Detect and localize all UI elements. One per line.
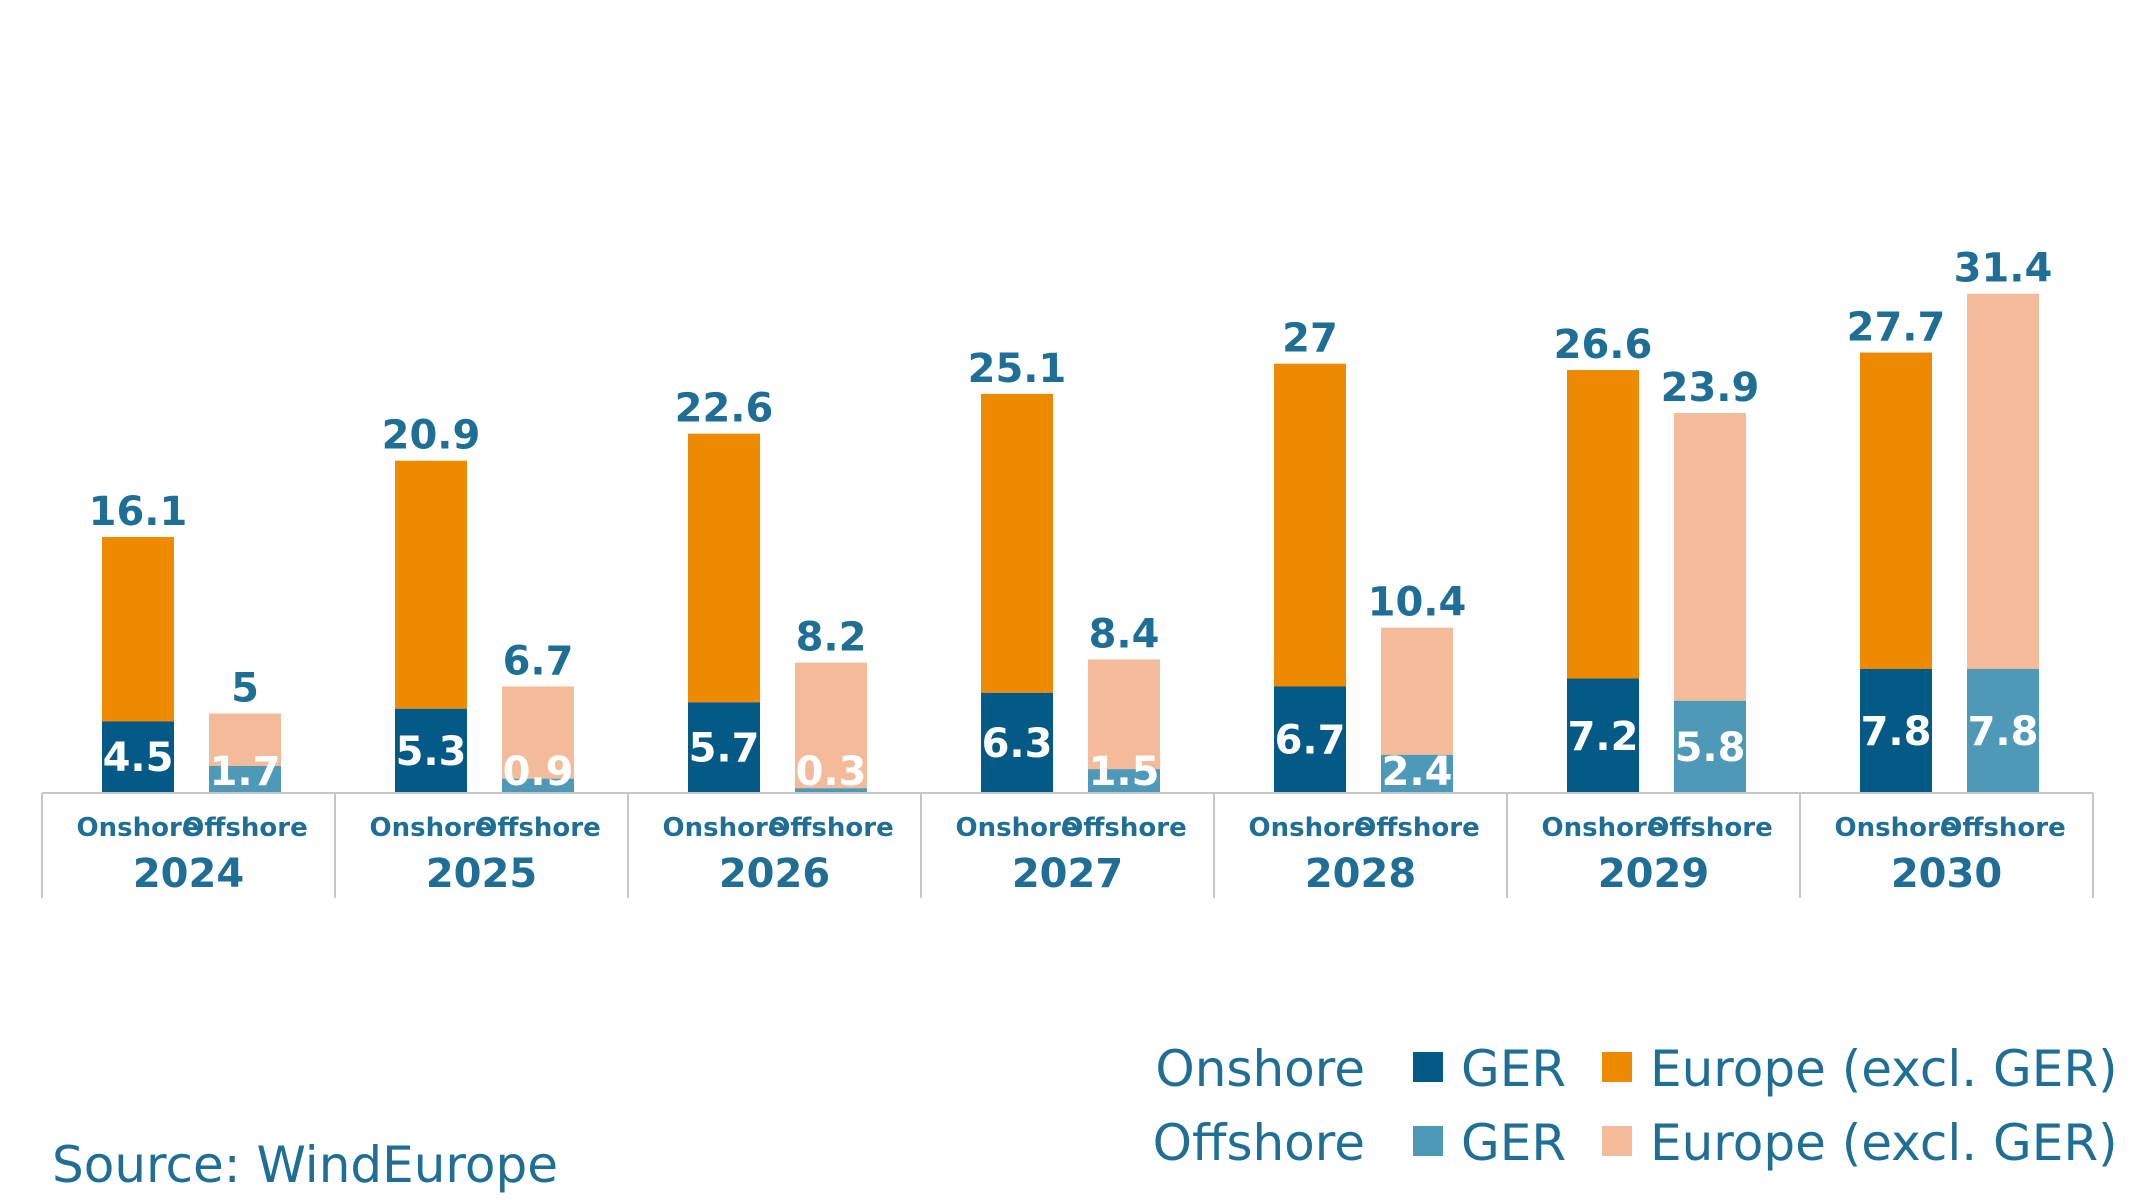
legend-label-onshore-ger: GER [1461, 1040, 1566, 1098]
onshore-axis-label-2029: Onshore [1542, 813, 1665, 843]
onshore-ger-bar-2028 [1274, 686, 1346, 793]
legend-label-onshore-europe-excl-ger: Europe (excl. GER) [1650, 1040, 2118, 1098]
offshore-total-label-2030: 31.4 [1954, 246, 2053, 292]
legend-row-label-onshore: Onshore [1155, 1040, 1365, 1098]
onshore-total-label-2024: 16.1 [89, 489, 188, 535]
onshore-total-label-2026: 22.6 [675, 386, 774, 432]
legend-label-offshore-europe-excl-ger: Europe (excl. GER) [1650, 1114, 2118, 1172]
year-label-2024: 2024 [133, 851, 244, 897]
offshore-ger-bar-2027 [1088, 769, 1160, 793]
onshore-axis-label-2025: Onshore [370, 813, 493, 843]
onshore-total-label-2028: 27 [1282, 316, 1338, 362]
onshore-europe-bar-2024 [102, 537, 174, 722]
onshore-axis-label-2030: Onshore [1835, 813, 1958, 843]
onshore-axis-label-2027: Onshore [956, 813, 1079, 843]
year-label-2030: 2030 [1891, 851, 2002, 897]
onshore-ger-bar-2025 [395, 708, 467, 793]
onshore-ger-label-2026: 5.7 [689, 726, 760, 772]
offshore-ger-label-2030: 7.8 [1968, 709, 2039, 755]
offshore-ger-bar-2024 [209, 765, 281, 793]
onshore-total-label-2025: 20.9 [382, 413, 481, 459]
onshore-ger-bar-2029 [1567, 678, 1639, 793]
offshore-total-label-2024: 5 [231, 666, 259, 712]
offshore-europe-bar-2025 [502, 686, 574, 779]
offshore-ger-bar-2026 [795, 788, 867, 793]
onshore-ger-bar-2027 [981, 692, 1053, 793]
offshore-ger-label-2029: 5.8 [1675, 725, 1746, 771]
offshore-axis-label-2029: Offshore [1647, 813, 1772, 843]
year-label-2027: 2027 [1012, 851, 1123, 897]
offshore-total-label-2029: 23.9 [1661, 365, 1760, 411]
onshore-ger-label-2030: 7.8 [1861, 709, 1932, 755]
offshore-europe-bar-2026 [795, 662, 867, 789]
legend-swatch-onshore-europe-excl-ger [1602, 1052, 1632, 1082]
offshore-europe-bar-2027 [1088, 659, 1160, 770]
offshore-ger-label-2025: 0.9 [503, 749, 574, 795]
offshore-axis-label-2027: Offshore [1061, 813, 1186, 843]
offshore-axis-label-2024: Offshore [182, 813, 307, 843]
onshore-europe-bar-2030 [1860, 352, 1932, 669]
offshore-europe-bar-2029 [1674, 412, 1746, 701]
year-label-2025: 2025 [426, 851, 537, 897]
offshore-ger-label-2026: 0.3 [796, 749, 867, 795]
onshore-ger-label-2024: 4.5 [103, 735, 174, 781]
offshore-axis-label-2026: Offshore [768, 813, 893, 843]
legend-label-offshore-ger: GER [1461, 1114, 1566, 1172]
legend: Onshore GER Europe (excl. GER) Offshore GER E… [1153, 1040, 2118, 1172]
offshore-total-label-2028: 10.4 [1368, 580, 1467, 626]
onshore-axis-label-2026: Onshore [663, 813, 786, 843]
onshore-ger-bar-2026 [688, 702, 760, 793]
offshore-europe-bar-2028 [1381, 627, 1453, 755]
year-label-2026: 2026 [719, 851, 830, 897]
onshore-europe-bar-2027 [981, 393, 1053, 693]
onshore-europe-bar-2025 [395, 460, 467, 709]
offshore-ger-bar-2030 [1967, 668, 2039, 793]
offshore-europe-bar-2024 [209, 713, 281, 766]
onshore-europe-bar-2026 [688, 433, 760, 703]
offshore-axis-label-2030: Offshore [1940, 813, 2065, 843]
onshore-ger-label-2028: 6.7 [1275, 718, 1346, 764]
onshore-total-label-2030: 27.7 [1847, 305, 1946, 351]
offshore-total-label-2026: 8.2 [796, 615, 867, 661]
source-note: Source: WindEurope [52, 1136, 558, 1194]
onshore-ger-bar-2024 [102, 721, 174, 793]
legend-row-label-offshore: Offshore [1153, 1114, 1365, 1172]
offshore-ger-bar-2029 [1674, 700, 1746, 793]
offshore-ger-label-2027: 1.5 [1089, 749, 1160, 795]
offshore-ger-label-2024: 1.7 [210, 749, 281, 795]
onshore-europe-bar-2028 [1274, 363, 1346, 687]
legend-swatch-offshore-ger [1413, 1126, 1443, 1156]
offshore-total-label-2025: 6.7 [503, 638, 574, 684]
offshore-europe-bar-2030 [1967, 293, 2039, 669]
onshore-ger-label-2025: 5.3 [396, 729, 467, 775]
year-label-2028: 2028 [1305, 851, 1416, 897]
year-label-2029: 2029 [1598, 851, 1709, 897]
onshore-ger-label-2027: 6.3 [982, 721, 1053, 767]
onshore-axis-label-2028: Onshore [1249, 813, 1372, 843]
offshore-ger-bar-2025 [502, 778, 574, 793]
onshore-ger-bar-2030 [1860, 668, 1932, 793]
onshore-total-label-2029: 26.6 [1554, 322, 1653, 368]
offshore-axis-label-2028: Offshore [1354, 813, 1479, 843]
onshore-total-label-2027: 25.1 [968, 346, 1067, 392]
category-axis: OnshoreOffshore2024OnshoreOffshore2025On… [41, 792, 2094, 898]
legend-swatch-onshore-ger [1413, 1052, 1443, 1082]
offshore-axis-label-2025: Offshore [475, 813, 600, 843]
offshore-ger-label-2028: 2.4 [1382, 749, 1453, 795]
offshore-total-label-2027: 8.4 [1089, 611, 1160, 657]
onshore-europe-bar-2029 [1567, 370, 1639, 679]
legend-swatch-offshore-europe-excl-ger [1602, 1126, 1632, 1156]
offshore-ger-bar-2028 [1381, 754, 1453, 793]
onshore-axis-label-2024: Onshore [77, 813, 200, 843]
bars-layer: 16.1 4.5 5 1.7 20.9 5.3 6.7 0.9 22.6 5.7 8.2 0.3 25.… [89, 246, 2053, 795]
onshore-ger-label-2029: 7.2 [1568, 714, 1639, 760]
